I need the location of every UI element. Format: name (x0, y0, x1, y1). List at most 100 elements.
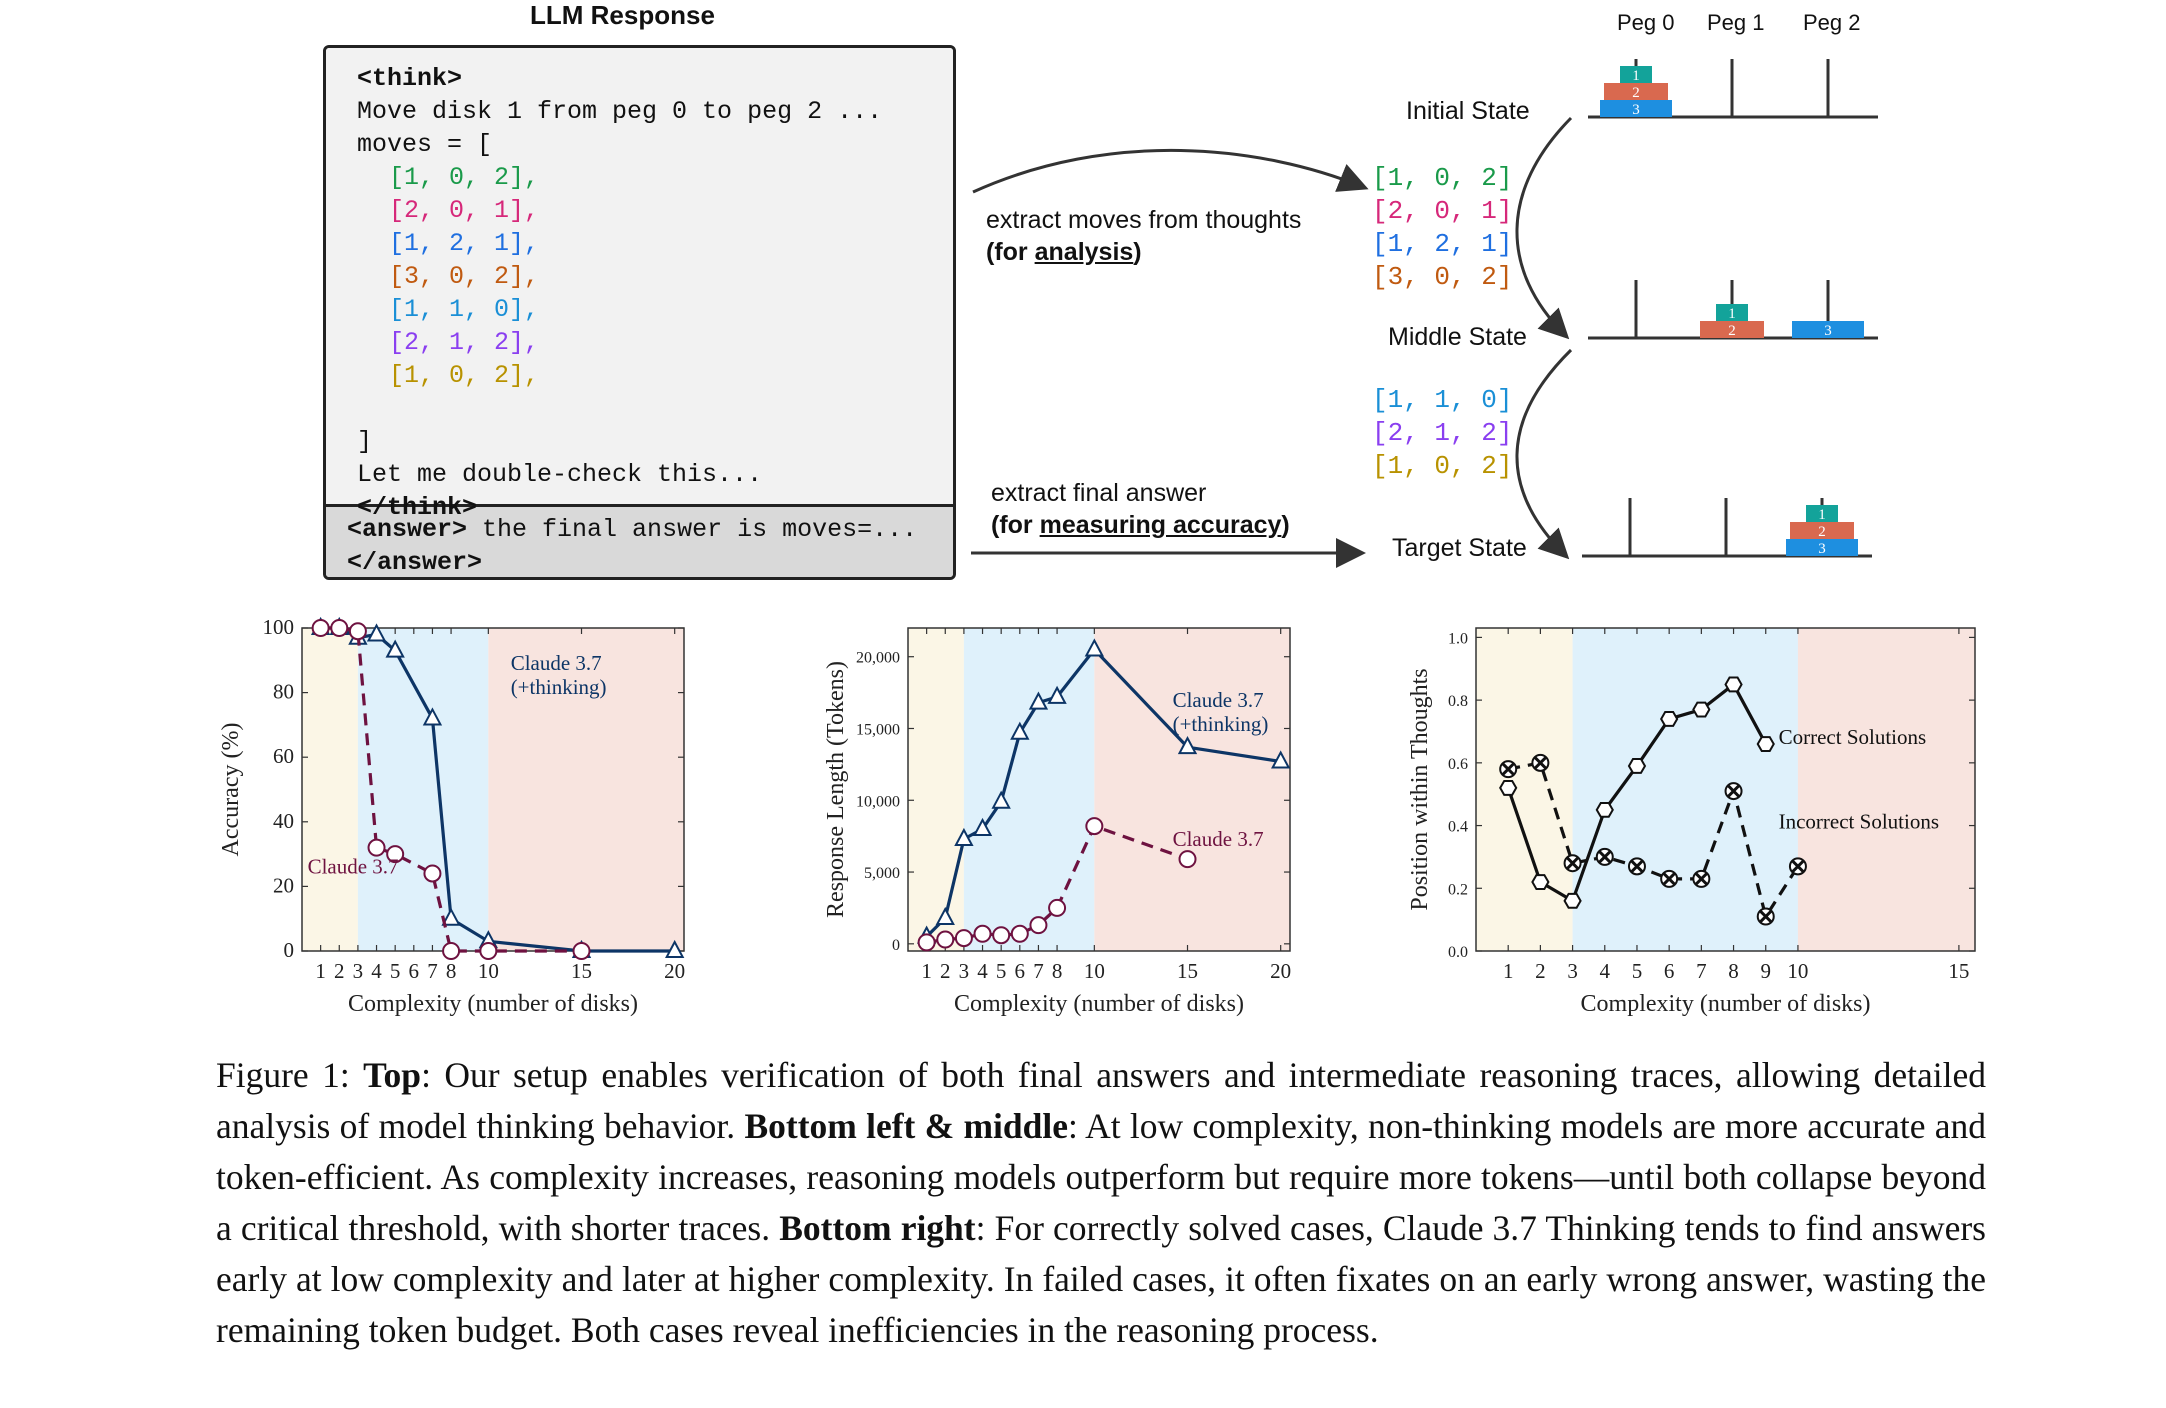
xtick-label-9: 15 (571, 959, 592, 983)
code-move-5: [1, 1, 0], (389, 295, 540, 324)
ytick-label-5: 1.0 (1448, 630, 1468, 647)
state-arrow-2 (1515, 348, 1573, 560)
xtick-label-8: 9 (1760, 959, 1771, 983)
point-s1-7 (1048, 898, 1067, 917)
point-s1-9-x2 (1791, 860, 1805, 873)
disk-label-3-middle: 3 (1824, 323, 1832, 339)
ytick-label-3: 0.6 (1448, 756, 1468, 773)
point-s1-2-x2 (1566, 856, 1579, 870)
ytick-label-4: 20,000 (856, 650, 900, 667)
right-moves-top-move-4: [3, 0, 2] (1372, 262, 1513, 292)
point-s1-4 (992, 926, 1011, 945)
disk-label-1-middle: 1 (1728, 306, 1736, 322)
xtick-label-7: 8 (1728, 959, 1739, 983)
xtick-label-8: 10 (1084, 959, 1105, 983)
x-axis-label: Complexity (number of disks) (348, 991, 638, 1017)
disk-label-2-target: 2 (1818, 524, 1826, 540)
point-s1-8 (572, 942, 591, 960)
point-s0-4 (991, 790, 1011, 809)
annotation-0-1: (+thinking) (511, 675, 607, 699)
xtick-label-0: 1 (1503, 959, 1514, 983)
xtick-label-0: 1 (921, 959, 932, 983)
point-s0-8 (1084, 638, 1105, 657)
caption-bl-bold: Bottom left & middle (744, 1106, 1068, 1146)
xtick-label-10: 20 (664, 959, 685, 983)
answer-close-tag: </answer> (347, 548, 483, 577)
x-axis-label: Complexity (number of disks) (954, 991, 1244, 1017)
caption-bl-text: : At low complexity, non-thinking models… (216, 1106, 1986, 1248)
code-move-2: [2, 0, 1], (389, 196, 540, 225)
double-check-line: Let me double-check this... (357, 460, 763, 489)
think-close-tag: </think> (357, 493, 478, 522)
region-1 (1572, 628, 1798, 951)
xtick-label-1: 2 (1535, 959, 1546, 983)
ytick-label-1: 0.2 (1448, 881, 1468, 898)
point-s0-3 (366, 623, 387, 642)
point-s1-2 (954, 929, 973, 948)
caption-label: Figure 1: (216, 1055, 364, 1095)
right-moves-bottom-move-3: [1, 0, 2] (1372, 451, 1513, 481)
ytick-label-5: 100 (263, 615, 295, 639)
xtick-label-4: 5 (996, 959, 1007, 983)
point-s0-5 (422, 707, 443, 726)
think-line: Move disk 1 from peg 0 to peg 2 ... (357, 97, 883, 126)
right-moves-bottom-move-1: [1, 1, 0] (1372, 385, 1513, 415)
answer-line: <answer> the final answer is moves=... (347, 513, 917, 546)
annotation-0-0: Correct Solutions (1779, 725, 1927, 749)
ytick-label-0: 0.0 (1448, 944, 1468, 961)
code-move-1: [1, 0, 2], (389, 163, 540, 192)
point-s0-2 (1563, 892, 1582, 909)
disk-label-1-initial: 1 (1632, 68, 1640, 84)
response-length-chart: 1 2 3 4 5 6 7 8 10 15 20 0 5,000 10,000 15,000 20,000 Co… (823, 627, 1291, 1017)
xtick-label-3: 4 (1600, 959, 1611, 983)
ytick-label-0: 0 (892, 937, 900, 954)
xtick-label-10: 20 (1270, 959, 1291, 983)
series-line-0 (320, 626, 675, 953)
y-axis-label: Response Length (Tokens) (823, 661, 849, 918)
annotation-0-1: (+thinking) (1173, 712, 1269, 736)
xtick-label-2: 3 (1567, 959, 1578, 983)
point-s0-9 (665, 939, 685, 958)
state-label-initial: Initial State (1406, 97, 1530, 125)
disk-1-initial (1620, 66, 1652, 83)
extract-final-label-2: (for measuring accuracy) (991, 511, 1290, 539)
think-section: <think> Move disk 1 from peg 0 to peg 2 … (326, 48, 953, 504)
point-s0-6 (1692, 701, 1711, 718)
series-line-1 (926, 824, 1189, 944)
point-s1-0 (311, 619, 330, 637)
disk-label-2-initial: 2 (1632, 85, 1640, 101)
caption-top-bold: Top (363, 1055, 422, 1095)
accuracy-chart: 1 2 3 4 5 6 7 8 10 15 20 0 20 40 60 80 100 Complexity (nu… (218, 615, 685, 1017)
annotation-1-0: Claude 3.7 (1173, 827, 1264, 851)
point-s1-3-x2 (1598, 850, 1612, 864)
disk-1-target (1806, 505, 1838, 522)
x-axis-label: Complexity (number of disks) (1581, 991, 1871, 1017)
xtick-label-5: 6 (1664, 959, 1675, 983)
point-s1-6 (442, 942, 461, 960)
code-move-7: [1, 0, 2], (389, 361, 540, 390)
xtick-label-6: 7 (1033, 959, 1044, 983)
disk-label-3-target: 3 (1818, 541, 1826, 557)
plot-frame (1475, 627, 1976, 952)
point-s0-5 (1010, 721, 1030, 740)
right-moves-bottom-move-2: [2, 1, 2] (1372, 418, 1513, 448)
code-move-6: [2, 1, 2], (389, 328, 540, 357)
xtick-label-2: 3 (959, 959, 970, 983)
point-s0-6 (1028, 691, 1049, 710)
disk-3-initial (1600, 100, 1672, 117)
disk-1-middle (1716, 304, 1748, 321)
point-s1-0 (917, 933, 936, 952)
xtick-label-7: 8 (1052, 959, 1063, 983)
region-2 (488, 628, 684, 951)
llm-response-title: LLM Response (530, 0, 715, 30)
plot-frame (907, 627, 1291, 952)
caption-br-bold: Bottom right (779, 1208, 976, 1248)
disk-label-1-target: 1 (1818, 507, 1826, 523)
region-1 (963, 628, 1095, 951)
right-moves-top-move-3: [1, 2, 1] (1372, 229, 1513, 259)
xtick-label-10: 15 (1948, 959, 1969, 983)
point-s1-2 (348, 622, 367, 641)
llm-response-box: <think> Move disk 1 from peg 0 to peg 2 … (323, 45, 956, 580)
